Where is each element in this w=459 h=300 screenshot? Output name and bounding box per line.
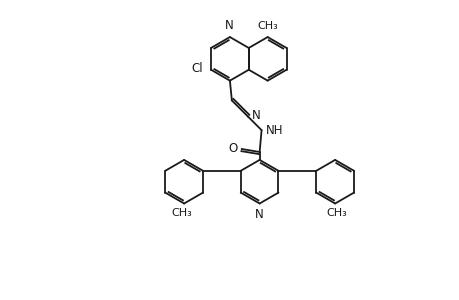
Text: O: O	[228, 142, 237, 154]
Text: CH₃: CH₃	[326, 208, 347, 218]
Text: NH: NH	[265, 124, 282, 137]
Text: N: N	[255, 208, 263, 221]
Text: N: N	[251, 109, 260, 122]
Text: Cl: Cl	[191, 62, 203, 75]
Text: CH₃: CH₃	[257, 21, 277, 31]
Text: N: N	[224, 19, 233, 32]
Text: CH₃: CH₃	[171, 208, 192, 218]
